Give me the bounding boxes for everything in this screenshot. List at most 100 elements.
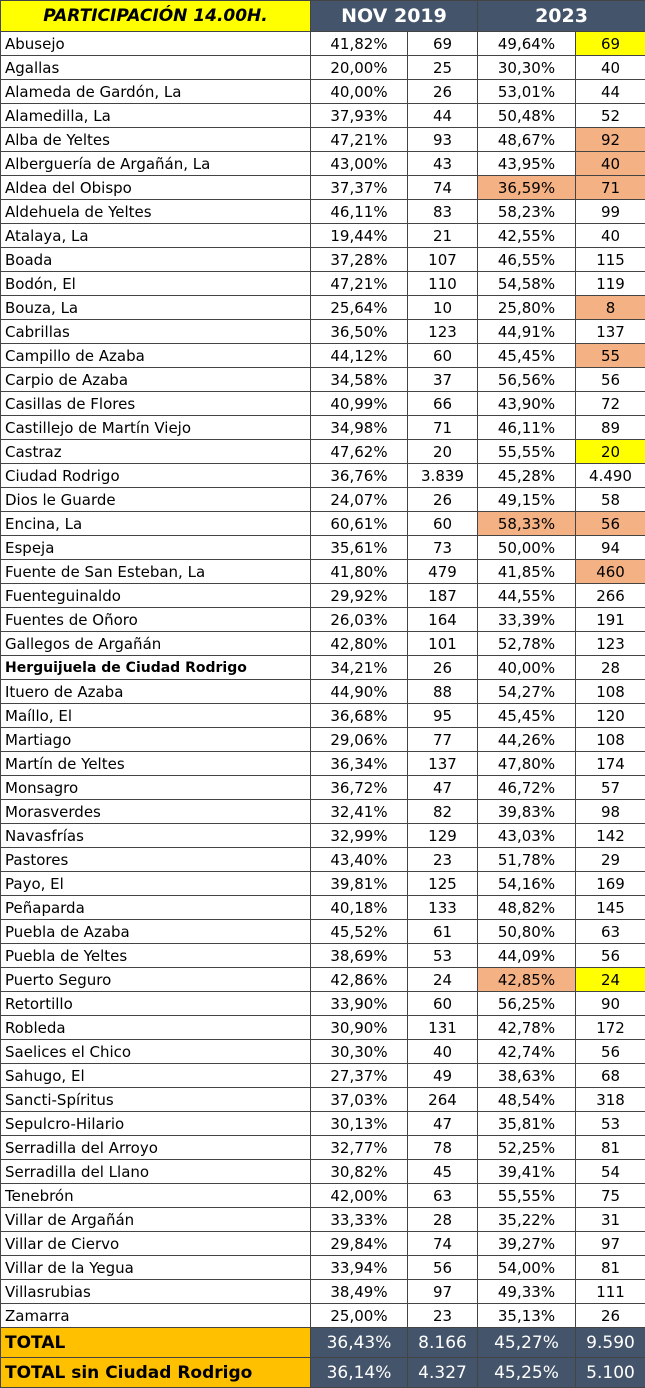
participation-2023: 44,26% xyxy=(478,728,576,752)
count-2023: 56 xyxy=(576,1040,645,1064)
municipality-name: Ciudad Rodrigo xyxy=(1,464,311,488)
participation-2023: 45,28% xyxy=(478,464,576,488)
municipality-name: Bouza, La xyxy=(1,296,311,320)
total-participation-2019: 36,43% xyxy=(311,1328,408,1358)
count-2019: 24 xyxy=(408,968,478,992)
count-2023: 24 xyxy=(576,968,645,992)
participation-2023: 42,85% xyxy=(478,968,576,992)
count-2023: 40 xyxy=(576,152,645,176)
period-2023-header: 2023 xyxy=(478,1,645,32)
municipality-name: Espeja xyxy=(1,536,311,560)
participation-2019: 40,18% xyxy=(311,896,408,920)
participation-2019: 47,21% xyxy=(311,128,408,152)
participation-2019: 34,58% xyxy=(311,368,408,392)
municipality-name: Aldehuela de Yeltes xyxy=(1,200,311,224)
count-2023: 318 xyxy=(576,1088,645,1112)
count-2023: 169 xyxy=(576,872,645,896)
municipality-name: Puerto Seguro xyxy=(1,968,311,992)
participation-2023: 48,82% xyxy=(478,896,576,920)
participation-2019: 37,93% xyxy=(311,104,408,128)
participation-2023: 45,45% xyxy=(478,344,576,368)
count-2023: 71 xyxy=(576,176,645,200)
municipality-name: Fuenteguinaldo xyxy=(1,584,311,608)
participation-2023: 50,48% xyxy=(478,104,576,128)
participation-2019: 26,03% xyxy=(311,608,408,632)
participation-2023: 52,25% xyxy=(478,1136,576,1160)
count-2023: 145 xyxy=(576,896,645,920)
municipality-name: Retortillo xyxy=(1,992,311,1016)
participation-2019: 24,07% xyxy=(311,488,408,512)
participation-2023: 53,01% xyxy=(478,80,576,104)
participation-2019: 39,81% xyxy=(311,872,408,896)
municipality-name: Encina, La xyxy=(1,512,311,536)
count-2023: 266 xyxy=(576,584,645,608)
count-2019: 3.839 xyxy=(408,464,478,488)
participation-2023: 56,25% xyxy=(478,992,576,1016)
participation-2023: 47,80% xyxy=(478,752,576,776)
participation-2019: 19,44% xyxy=(311,224,408,248)
total-count-2023: 5.100 xyxy=(576,1358,645,1388)
count-2023: 55 xyxy=(576,344,645,368)
count-2023: 119 xyxy=(576,272,645,296)
total-label: TOTAL sin Ciudad Rodrigo xyxy=(1,1358,311,1388)
participation-2019: 40,00% xyxy=(311,80,408,104)
count-2023: 28 xyxy=(576,656,645,680)
municipality-name: Martín de Yeltes xyxy=(1,752,311,776)
count-2019: 187 xyxy=(408,584,478,608)
count-2023: 172 xyxy=(576,1016,645,1040)
municipality-name: Casillas de Flores xyxy=(1,392,311,416)
municipality-name: Carpio de Azaba xyxy=(1,368,311,392)
municipality-name: Sahugo, El xyxy=(1,1064,311,1088)
participation-2023: 39,41% xyxy=(478,1160,576,1184)
municipality-name: Alba de Yeltes xyxy=(1,128,311,152)
count-2019: 40 xyxy=(408,1040,478,1064)
count-2023: 26 xyxy=(576,1304,645,1328)
municipality-name: Tenebrón xyxy=(1,1184,311,1208)
participation-2023: 54,16% xyxy=(478,872,576,896)
count-2019: 60 xyxy=(408,992,478,1016)
count-2023: 63 xyxy=(576,920,645,944)
participation-2019: 36,50% xyxy=(311,320,408,344)
participation-2019: 29,92% xyxy=(311,584,408,608)
municipality-name: Campillo de Azaba xyxy=(1,344,311,368)
municipality-name: Villar de la Yegua xyxy=(1,1256,311,1280)
participation-2023: 30,30% xyxy=(478,56,576,80)
participation-2019: 35,61% xyxy=(311,536,408,560)
municipality-name: Navasfrías xyxy=(1,824,311,848)
count-2019: 56 xyxy=(408,1256,478,1280)
participation-2023: 52,78% xyxy=(478,632,576,656)
count-2019: 88 xyxy=(408,680,478,704)
count-2019: 47 xyxy=(408,776,478,800)
count-2019: 49 xyxy=(408,1064,478,1088)
participation-2023: 55,55% xyxy=(478,440,576,464)
count-2019: 10 xyxy=(408,296,478,320)
count-2023: 56 xyxy=(576,944,645,968)
participation-2019: 29,84% xyxy=(311,1232,408,1256)
total-participation-2019: 36,14% xyxy=(311,1358,408,1388)
total-label: TOTAL xyxy=(1,1328,311,1358)
participation-2023: 54,27% xyxy=(478,680,576,704)
count-2019: 123 xyxy=(408,320,478,344)
participation-2023: 46,72% xyxy=(478,776,576,800)
count-2023: 94 xyxy=(576,536,645,560)
participation-2019: 30,13% xyxy=(311,1112,408,1136)
municipality-name: Payo, El xyxy=(1,872,311,896)
count-2019: 45 xyxy=(408,1160,478,1184)
participation-2023: 44,55% xyxy=(478,584,576,608)
count-2023: 123 xyxy=(576,632,645,656)
participation-2023: 51,78% xyxy=(478,848,576,872)
